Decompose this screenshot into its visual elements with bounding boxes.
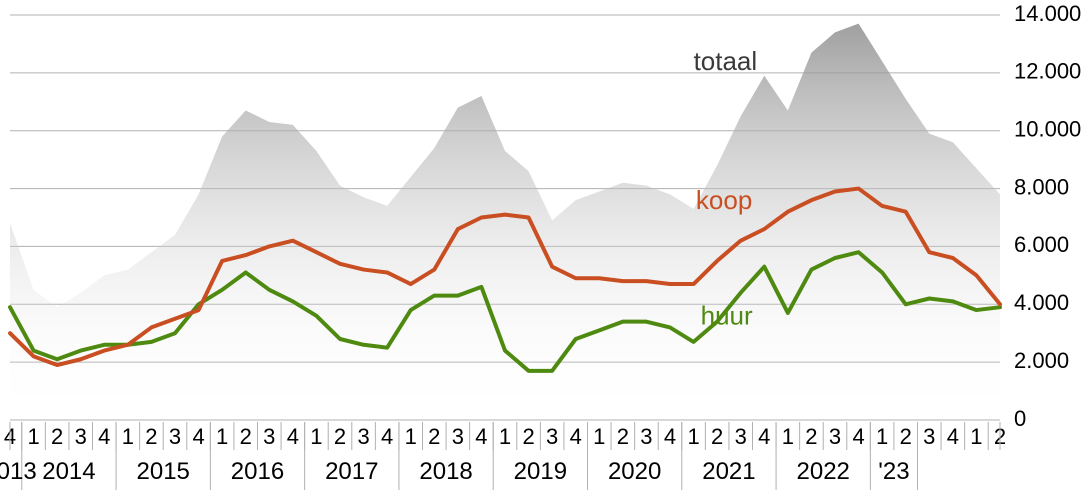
x-year-label: '23 xyxy=(878,458,909,485)
x-quarter-label: 3 xyxy=(923,424,935,449)
x-quarter-label: 2 xyxy=(711,424,723,449)
y-tick-label: 6.000 xyxy=(1014,232,1069,257)
y-tick-label: 12.000 xyxy=(1014,59,1081,84)
x-quarter-label: 3 xyxy=(169,424,181,449)
x-quarter-label: 1 xyxy=(876,424,888,449)
x-quarter-label: 4 xyxy=(381,424,393,449)
x-year-label: 2014 xyxy=(42,458,95,485)
y-tick-label: 8.000 xyxy=(1014,174,1069,199)
y-tick-label: 14.000 xyxy=(1014,1,1081,26)
y-tick-label: 10.000 xyxy=(1014,117,1081,142)
x-quarter-label: 3 xyxy=(829,424,841,449)
chart-svg: 0 2.000 4.000 6.000 8.000 10.000 12.000 14.000 t… xyxy=(0,0,1090,500)
x-quarter-label: 2 xyxy=(900,424,912,449)
x-year-label: 2020 xyxy=(608,458,661,485)
x-quarter-label: 1 xyxy=(499,424,511,449)
x-year-label: 2017 xyxy=(325,458,378,485)
x-quarter-label: 2 xyxy=(805,424,817,449)
x-quarter-label: 1 xyxy=(216,424,228,449)
y-tick-label: 4.000 xyxy=(1014,290,1069,315)
chart-container: 0 2.000 4.000 6.000 8.000 10.000 12.000 14.000 t… xyxy=(0,0,1090,500)
x-quarter-label: 4 xyxy=(98,424,110,449)
x-quarter-label: 1 xyxy=(405,424,417,449)
y-tick-label: 0 xyxy=(1014,406,1026,431)
label-totaal: totaal xyxy=(694,46,758,76)
x-quarter-label: 4 xyxy=(852,424,864,449)
x-quarter-label: 2 xyxy=(428,424,440,449)
x-quarter-label: 2 xyxy=(51,424,63,449)
x-year-label: 2021 xyxy=(702,458,755,485)
x-quarter-label: 1 xyxy=(782,424,794,449)
x-quarter-label: 3 xyxy=(546,424,558,449)
x-quarter-label: 1 xyxy=(122,424,134,449)
x-quarter-label: 1 xyxy=(27,424,39,449)
x-quarter-label: 1 xyxy=(593,424,605,449)
x-year-label: 2013 xyxy=(0,458,37,485)
x-quarter-label: 2 xyxy=(522,424,534,449)
x-quarter-label: 3 xyxy=(75,424,87,449)
x-quarter-label: 4 xyxy=(758,424,770,449)
x-year-label: 2016 xyxy=(231,458,284,485)
x-quarter-label: 4 xyxy=(664,424,676,449)
x-quarter-label: 4 xyxy=(287,424,299,449)
series-totaal-area xyxy=(10,24,1000,420)
x-quarter-label: 3 xyxy=(640,424,652,449)
label-huur: huur xyxy=(701,301,753,331)
x-quarter-label: 3 xyxy=(357,424,369,449)
x-quarter-label: 4 xyxy=(192,424,204,449)
x-quarter-label: 3 xyxy=(263,424,275,449)
x-year-label: 2018 xyxy=(419,458,472,485)
x-quarter-label: 1 xyxy=(310,424,322,449)
x-year-label: 2022 xyxy=(797,458,850,485)
x-year-label: 2019 xyxy=(514,458,567,485)
x-quarter-label: 4 xyxy=(570,424,582,449)
label-koop: koop xyxy=(696,185,752,215)
x-quarter-label: 2 xyxy=(334,424,346,449)
x-quarter-label: 4 xyxy=(475,424,487,449)
x-quarter-label: 1 xyxy=(687,424,699,449)
x-quarter-label: 4 xyxy=(947,424,959,449)
x-year-label: 2015 xyxy=(137,458,190,485)
x-quarter-label: 2 xyxy=(145,424,157,449)
x-quarter-label: 1 xyxy=(970,424,982,449)
y-tick-label: 2.000 xyxy=(1014,348,1069,373)
x-quarter-label: 2 xyxy=(240,424,252,449)
x-quarter-label: 3 xyxy=(735,424,747,449)
x-quarter-label: 2 xyxy=(617,424,629,449)
x-quarter-label: 3 xyxy=(452,424,464,449)
